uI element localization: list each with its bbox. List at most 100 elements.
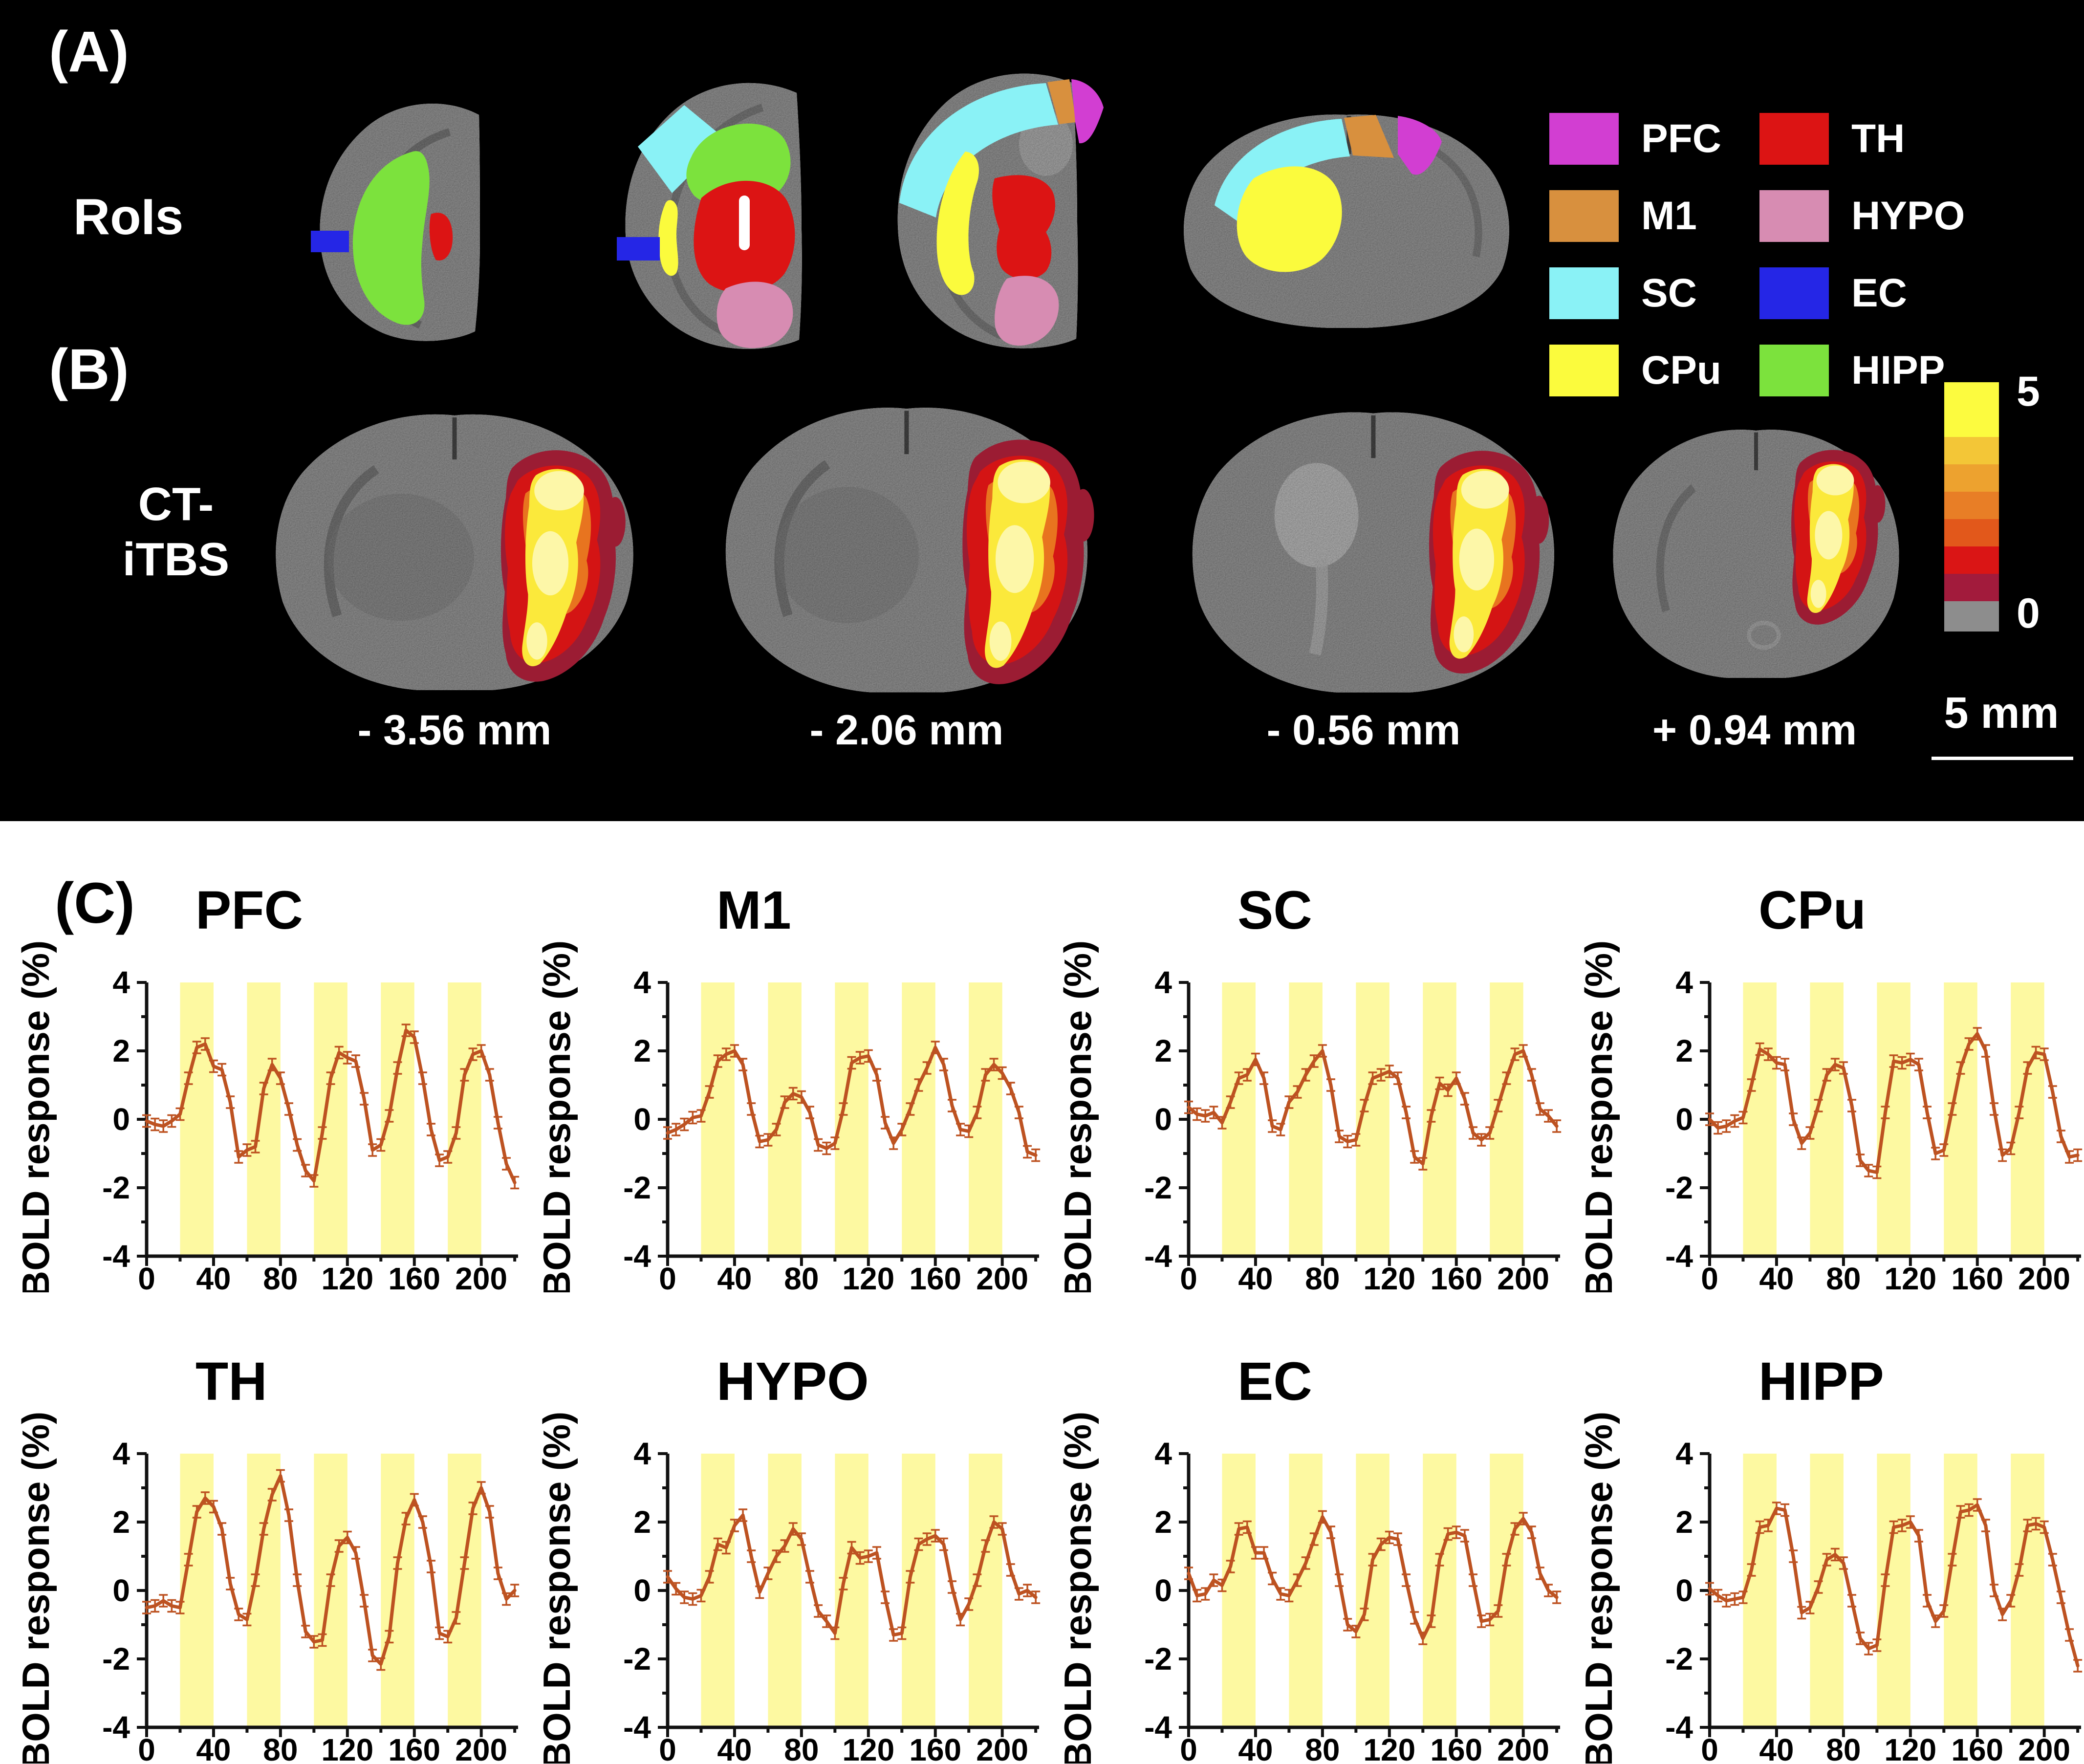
- y-tick-label: 2: [1675, 1504, 1693, 1540]
- x-tick-label: 120: [1884, 1732, 1936, 1764]
- plot-cell-th: -4 -2 0 2 4 0 40 80 120 160 200 TH BOLD response (%): [0, 1292, 521, 1764]
- stim-band: [381, 1454, 414, 1727]
- plot-title: HIPP: [1758, 1351, 1884, 1412]
- plot-cell-cpu: -4 -2 0 2 4 0 40 80 120 160 200 CPu BOLD response (%…: [1563, 821, 2084, 1292]
- legend-item-pfc: PFC: [1549, 100, 1759, 177]
- x-tick-label: 0: [1701, 1732, 1718, 1764]
- x-tick-label: 200: [1497, 1732, 1549, 1764]
- x-tick-label: 0: [659, 1261, 676, 1292]
- y-tick-label: 4: [633, 1436, 651, 1471]
- x-tick-label: 120: [842, 1732, 894, 1764]
- y-tick-label: 4: [112, 1436, 130, 1471]
- roi-region-sc: [899, 83, 1058, 218]
- bold-plots-grid: -4 -2 0 2 4 0 40 80 120 160 200 PFC BOLD response (%…: [0, 821, 2084, 1764]
- stim-band: [768, 982, 802, 1256]
- stim-band: [1944, 1454, 1977, 1727]
- y-tick-label: 4: [1675, 1436, 1693, 1471]
- x-tick-label: 160: [1951, 1261, 2003, 1292]
- stim-band: [180, 1454, 214, 1727]
- panel-b-label: (B): [49, 337, 129, 402]
- stim-band: [180, 982, 214, 1256]
- y-tick-label: -2: [1665, 1641, 1693, 1677]
- legend-label: EC: [1851, 271, 1907, 315]
- stim-band: [448, 982, 481, 1256]
- y-axis-label: BOLD response (%): [1056, 1412, 1099, 1764]
- x-tick-label: 120: [842, 1261, 894, 1292]
- legend-item-m1: M1: [1549, 177, 1759, 255]
- panel-c-label: (C): [55, 871, 135, 936]
- x-tick-label: 80: [1826, 1732, 1861, 1764]
- y-tick-label: 2: [633, 1033, 651, 1068]
- stim-band: [1877, 982, 1910, 1256]
- roi-region-th: [429, 213, 453, 261]
- y-tick-label: 4: [1154, 965, 1172, 1000]
- x-tick-label: 0: [1180, 1261, 1197, 1292]
- legend-swatch-m1: [1549, 190, 1619, 242]
- x-tick-label: 200: [2018, 1261, 2070, 1292]
- colorbar-max-label: 5: [2017, 368, 2040, 415]
- x-tick-label: 80: [1305, 1732, 1340, 1764]
- y-tick-label: 0: [112, 1573, 130, 1608]
- y-tick-label: -4: [102, 1710, 130, 1745]
- x-tick-label: 40: [1238, 1261, 1273, 1292]
- stim-band: [701, 1454, 735, 1727]
- panel-b-row-label-line2: iTBS: [122, 533, 230, 586]
- roi-slice-2: [617, 83, 802, 349]
- legend-swatch-pfc: [1549, 113, 1619, 165]
- roi-region-pfc: [1398, 116, 1442, 175]
- roi-slice-1: [311, 103, 480, 341]
- roi-slice-3: [897, 73, 1104, 348]
- x-tick-label: 80: [784, 1732, 819, 1764]
- x-tick-label: 40: [196, 1732, 231, 1764]
- x-tick-label: 120: [321, 1732, 373, 1764]
- slice-coordinate-label: - 0.56 mm: [1266, 707, 1461, 754]
- legend-swatch-hypo: [1759, 190, 1829, 242]
- ctitbs-slice-1: [276, 414, 633, 690]
- x-tick-label: 80: [1826, 1261, 1861, 1292]
- legend-item-hypo: HYPO: [1759, 177, 2014, 255]
- x-tick-label: 200: [2018, 1732, 2070, 1764]
- y-axis-label: BOLD response (%): [14, 940, 57, 1292]
- x-tick-label: 0: [138, 1732, 155, 1764]
- x-tick-label: 160: [909, 1732, 961, 1764]
- stim-band: [1743, 982, 1777, 1256]
- y-tick-label: 0: [1675, 1573, 1693, 1608]
- y-tick-label: -4: [1665, 1239, 1693, 1274]
- x-tick-label: 0: [1180, 1732, 1197, 1764]
- x-tick-label: 80: [263, 1261, 298, 1292]
- roi-legend: PFC TH M1 HYPO SC EC CPu HIPP: [1549, 100, 2014, 409]
- stim-band: [314, 982, 347, 1256]
- legend-swatch-th: [1759, 113, 1829, 165]
- x-tick-label: 120: [1363, 1261, 1415, 1292]
- stim-band: [247, 982, 281, 1256]
- y-tick-label: 0: [1154, 1102, 1172, 1137]
- stim-band: [2011, 1454, 2044, 1727]
- x-tick-label: 160: [1430, 1732, 1482, 1764]
- stim-band: [448, 1454, 481, 1727]
- roi-region-hipp: [352, 151, 430, 325]
- x-tick-label: 120: [321, 1261, 373, 1292]
- colorbar-segment: [1944, 601, 1999, 632]
- legend-item-cpu: CPu: [1549, 332, 1759, 409]
- roi-region-hypo: [716, 282, 793, 348]
- legend-label: TH: [1851, 116, 1905, 161]
- roi-region-sc: [638, 105, 726, 193]
- ctitbs-slice-2: [725, 408, 1094, 693]
- panel-top-black: (A) RoIs: [0, 0, 2084, 821]
- legend-item-hipp: HIPP: [1759, 332, 2014, 409]
- legend-item-ec: EC: [1759, 255, 2014, 332]
- plot-title: HYPO: [716, 1351, 869, 1412]
- bold-trace: [145, 1028, 517, 1184]
- panel-a-label: (A): [49, 20, 129, 84]
- slice-coordinate-label: + 0.94 mm: [1652, 707, 1857, 754]
- scalebar-label: 5 mm: [1944, 689, 2059, 738]
- slice-coordinate-label: - 2.06 mm: [809, 707, 1004, 754]
- legend-label: SC: [1641, 271, 1697, 315]
- stim-band: [381, 982, 414, 1256]
